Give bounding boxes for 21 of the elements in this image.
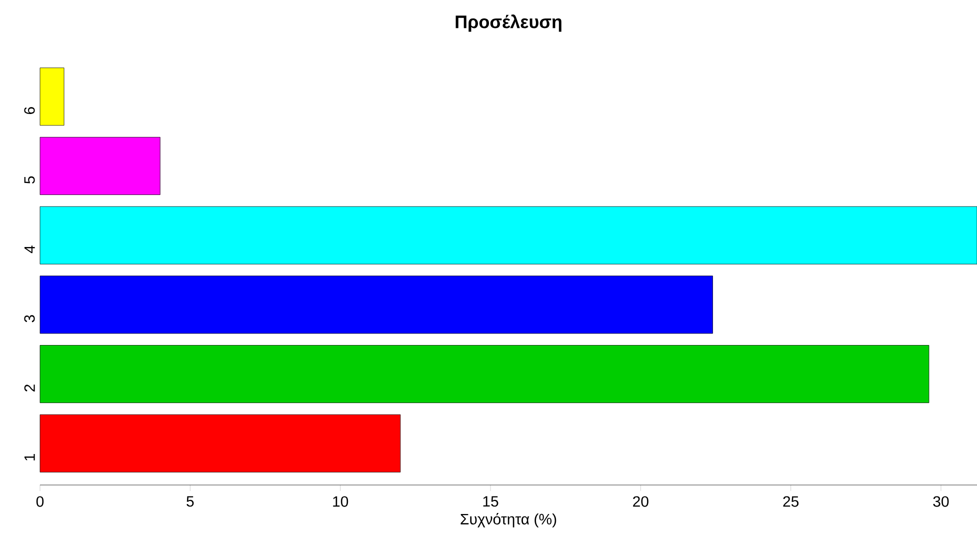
y-tick-label: 6 bbox=[24, 107, 35, 114]
x-tick-label: 10 bbox=[333, 496, 348, 507]
bar bbox=[40, 68, 64, 126]
x-tick-label: 15 bbox=[483, 496, 498, 507]
y-tick-label: 5 bbox=[24, 176, 35, 184]
y-tick-label: 4 bbox=[24, 246, 35, 254]
x-tick-label: 25 bbox=[783, 496, 799, 507]
y-tick-label: 3 bbox=[24, 315, 35, 322]
x-tick-label: 20 bbox=[633, 496, 648, 507]
chart-title: Προσέλευση bbox=[456, 14, 562, 32]
bar bbox=[40, 136, 160, 195]
y-tick-label: 1 bbox=[24, 454, 35, 460]
bar bbox=[40, 206, 977, 264]
x-tick-label: 30 bbox=[933, 496, 949, 507]
bar bbox=[40, 345, 930, 404]
x-tick-label: 5 bbox=[186, 496, 194, 507]
bar bbox=[40, 276, 713, 334]
x-axis-title: Συχνότητα (%) bbox=[460, 513, 556, 528]
y-tick-label: 2 bbox=[24, 384, 35, 392]
bar bbox=[40, 414, 401, 472]
x-tick-label: 0 bbox=[36, 496, 44, 507]
